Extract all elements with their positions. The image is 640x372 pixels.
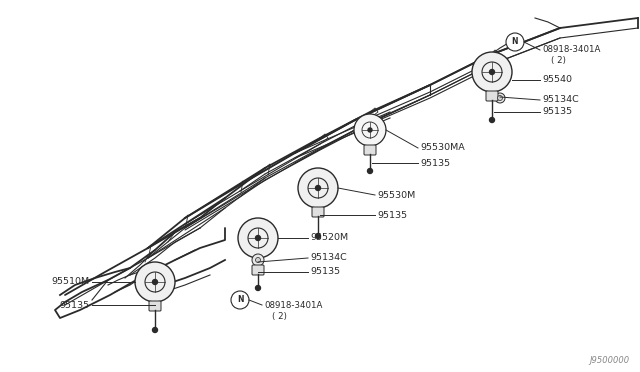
Circle shape <box>238 218 278 258</box>
Text: 95134C: 95134C <box>542 96 579 105</box>
FancyBboxPatch shape <box>364 145 376 155</box>
Text: 95530MA: 95530MA <box>420 144 465 153</box>
Text: ( 2): ( 2) <box>272 311 287 321</box>
FancyBboxPatch shape <box>486 91 498 101</box>
Circle shape <box>255 285 260 291</box>
Circle shape <box>368 128 372 132</box>
Text: N: N <box>237 295 243 305</box>
Text: J9500000: J9500000 <box>590 356 630 365</box>
Circle shape <box>354 114 386 146</box>
Text: ( 2): ( 2) <box>551 55 566 64</box>
Circle shape <box>497 96 502 100</box>
Text: 08918-3401A: 08918-3401A <box>542 45 600 55</box>
Text: 95135: 95135 <box>60 301 90 310</box>
Text: 95135: 95135 <box>420 158 450 167</box>
Circle shape <box>255 257 260 263</box>
Circle shape <box>252 254 264 266</box>
Circle shape <box>152 327 157 333</box>
Circle shape <box>506 33 524 51</box>
Circle shape <box>472 52 512 92</box>
Text: 08918-3401A: 08918-3401A <box>264 301 323 310</box>
Circle shape <box>495 93 505 103</box>
Text: 95520M: 95520M <box>310 234 348 243</box>
Text: N: N <box>512 38 518 46</box>
Text: 95510M: 95510M <box>52 278 90 286</box>
Circle shape <box>135 262 175 302</box>
Circle shape <box>316 186 321 190</box>
FancyBboxPatch shape <box>252 265 264 275</box>
Circle shape <box>367 169 372 173</box>
FancyBboxPatch shape <box>312 207 324 217</box>
Circle shape <box>231 291 249 309</box>
Text: 95134C: 95134C <box>310 253 347 263</box>
Text: 95135: 95135 <box>542 108 572 116</box>
Circle shape <box>152 279 157 285</box>
Text: 95135: 95135 <box>377 211 407 219</box>
Text: 95530M: 95530M <box>377 190 415 199</box>
Circle shape <box>298 168 338 208</box>
Text: 95540: 95540 <box>542 76 572 84</box>
Circle shape <box>490 118 495 122</box>
Text: 95135: 95135 <box>310 267 340 276</box>
Circle shape <box>255 235 260 241</box>
Circle shape <box>490 70 495 74</box>
FancyBboxPatch shape <box>149 301 161 311</box>
Circle shape <box>316 234 321 238</box>
